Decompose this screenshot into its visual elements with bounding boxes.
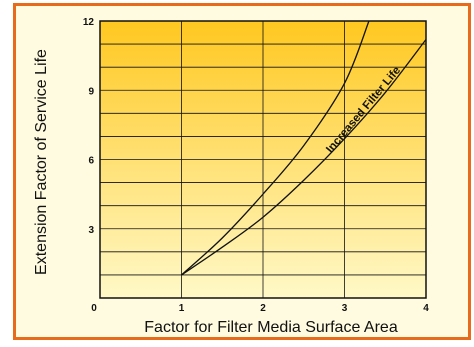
plot-border: [99, 20, 427, 299]
x-axis-title: Factor for Filter Media Surface Area: [144, 319, 398, 336]
x-tick-label: 0: [91, 303, 97, 314]
x-tick-label: 2: [260, 303, 266, 314]
y-tick-label: 9: [88, 86, 94, 97]
grid: [100, 21, 426, 298]
x-tick-label: 3: [342, 303, 348, 314]
x-tick-label: 1: [179, 303, 185, 314]
series-group: [181, 21, 426, 276]
y-tick-label: 6: [88, 156, 94, 167]
y-tick-label: 12: [83, 17, 95, 28]
y-tick-label: 3: [88, 225, 94, 236]
y-axis-title: Extension Factor of Service Life: [33, 49, 50, 275]
series-line-2: [181, 39, 426, 276]
series-line-1: [181, 21, 370, 276]
x-tick-label: 4: [423, 303, 429, 314]
